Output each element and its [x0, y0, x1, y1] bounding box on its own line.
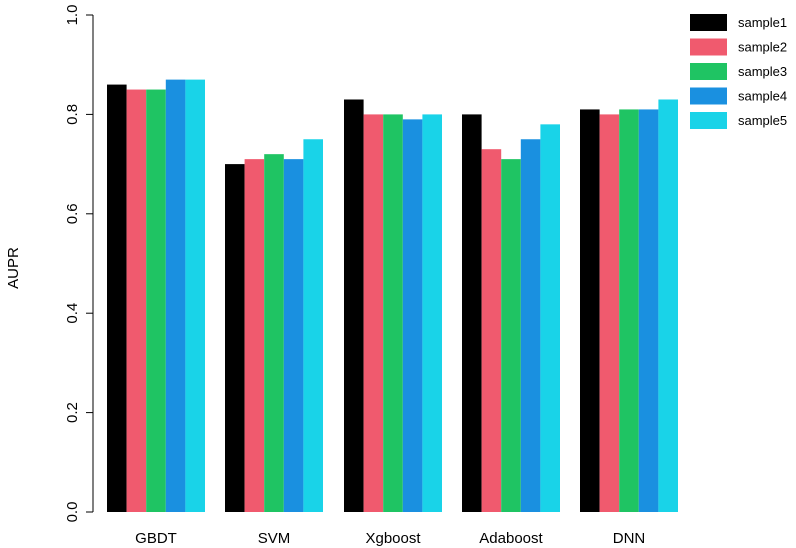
bar-DNN-sample3	[619, 109, 639, 513]
bar-Xgboost-sample1	[344, 99, 364, 513]
y-tick-label: 0.0	[64, 502, 81, 523]
bar-GBDT-sample2	[126, 89, 147, 513]
x-tick-label: DNN	[613, 530, 646, 547]
bar-Adaboost-sample5	[540, 124, 560, 512]
y-tick-label: 0.6	[64, 203, 81, 224]
bar-GBDT-sample1	[107, 84, 127, 512]
bars-group	[107, 79, 678, 513]
bar-GBDT-sample4	[165, 79, 186, 513]
x-tick-label: GBDT	[135, 530, 177, 547]
legend-label-sample4: sample4	[738, 89, 787, 104]
legend-swatch-sample3	[690, 63, 727, 80]
bar-Adaboost-sample3	[501, 159, 521, 512]
bar-SVM-sample1	[225, 164, 245, 512]
bar-SVM-sample5	[303, 139, 323, 512]
y-axis: 0.0 0.2 0.4 0.6 0.8 1.0	[64, 5, 94, 523]
bar-Adaboost-sample2	[481, 149, 502, 512]
y-tick-label: 0.2	[64, 402, 81, 423]
legend-swatch-sample1	[690, 14, 727, 31]
bar-SVM-sample4	[283, 159, 304, 512]
bar-DNN-sample5	[658, 99, 678, 513]
y-axis-label: AUPR	[5, 247, 22, 289]
legend-swatch-sample5	[690, 112, 727, 129]
y-tick-label: 1.0	[64, 5, 81, 26]
legend: sample1 sample2 sample3 sample4 sample5	[690, 14, 787, 129]
legend-label-sample5: sample5	[738, 113, 787, 128]
y-tick-label: 0.8	[64, 104, 81, 125]
bar-SVM-sample3	[264, 154, 284, 512]
bar-DNN-sample1	[580, 109, 600, 513]
legend-label-sample2: sample2	[738, 40, 787, 55]
bar-GBDT-sample3	[146, 89, 166, 513]
bar-GBDT-sample5	[185, 79, 205, 513]
bar-Xgboost-sample3	[383, 114, 403, 513]
legend-label-sample1: sample1	[738, 15, 787, 30]
bar-SVM-sample2	[244, 159, 265, 512]
bar-DNN-sample4	[638, 109, 659, 513]
x-axis-labels: GBDT SVM Xgboost Adaboost DNN	[135, 530, 645, 547]
bar-Adaboost-sample1	[462, 114, 482, 513]
legend-label-sample3: sample3	[738, 64, 787, 79]
x-tick-label: Adaboost	[479, 530, 543, 547]
bar-Xgboost-sample5	[422, 114, 442, 513]
legend-swatch-sample2	[690, 38, 727, 56]
legend-swatch-sample4	[690, 87, 727, 105]
bar-DNN-sample2	[599, 114, 620, 513]
bar-Xgboost-sample2	[363, 114, 384, 513]
x-tick-label: SVM	[258, 530, 291, 547]
bar-Xgboost-sample4	[402, 119, 423, 513]
bar-Adaboost-sample4	[520, 139, 541, 512]
y-tick-label: 0.4	[64, 303, 81, 324]
x-tick-label: Xgboost	[365, 530, 421, 547]
